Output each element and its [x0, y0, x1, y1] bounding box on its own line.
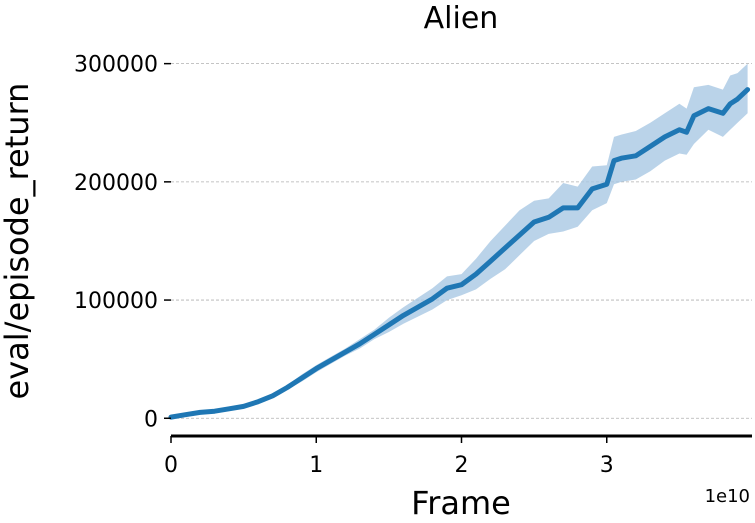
tick-labels: 0 100000 200000 300000 0 1 2 3 — [74, 53, 614, 478]
x-axis-label: Frame — [411, 484, 511, 522]
y-tick-label: 100000 — [74, 289, 158, 314]
chart-title: Alien — [424, 1, 499, 36]
x-tick-label: 0 — [164, 453, 178, 478]
confidence-band-layer — [171, 63, 748, 419]
x-axis-offset-label: 1e10 — [705, 486, 750, 507]
x-tick-label: 3 — [600, 453, 614, 478]
y-axis-label: eval/episode_return — [0, 83, 36, 400]
series-line — [168, 87, 751, 420]
grid-lines — [171, 63, 752, 419]
y-tick-label: 0 — [144, 407, 158, 432]
confidence-band — [171, 63, 748, 419]
series-line-layer — [168, 87, 751, 420]
y-tick-label: 200000 — [74, 171, 158, 196]
y-tick-label: 300000 — [74, 53, 158, 78]
x-tick-label: 1 — [309, 453, 323, 478]
x-tick-label: 2 — [455, 453, 469, 478]
